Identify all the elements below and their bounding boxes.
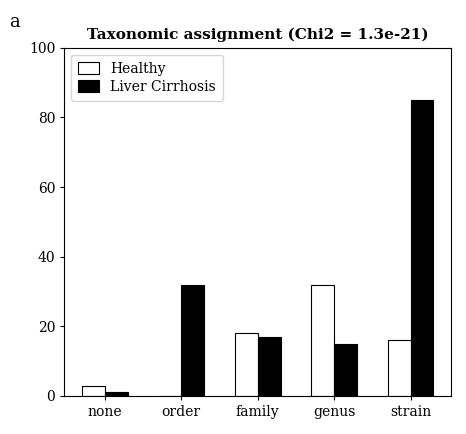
Bar: [334, 344, 357, 396]
Bar: [311, 285, 334, 396]
Bar: [235, 333, 258, 396]
Legend: Healthy, Liver Cirrhosis: Healthy, Liver Cirrhosis: [71, 55, 223, 101]
Text: a: a: [9, 13, 20, 31]
Title: Taxonomic assignment (Chi2 = 1.3e-21): Taxonomic assignment (Chi2 = 1.3e-21): [87, 28, 429, 43]
Bar: [82, 385, 105, 396]
Bar: [411, 100, 433, 396]
Bar: [388, 340, 411, 396]
Bar: [181, 285, 204, 396]
Bar: [258, 337, 281, 396]
Bar: [105, 392, 128, 396]
